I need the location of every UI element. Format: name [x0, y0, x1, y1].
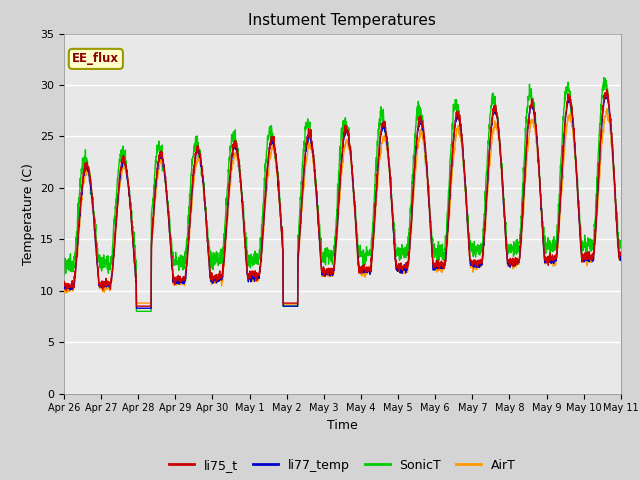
li77_temp — [359, 268, 367, 274]
AirT — [584, 261, 591, 266]
Text: EE_flux: EE_flux — [72, 52, 119, 65]
li75_t — [132, 303, 140, 309]
AirT — [617, 256, 625, 262]
li77_temp — [602, 90, 610, 96]
SonicT — [216, 258, 223, 264]
li75_t — [216, 270, 223, 276]
AirT — [603, 106, 611, 111]
SonicT — [600, 75, 608, 81]
SonicT — [568, 112, 575, 118]
SonicT — [584, 243, 591, 249]
li77_temp — [60, 285, 68, 291]
li75_t — [568, 104, 575, 109]
Line: SonicT: SonicT — [64, 78, 621, 312]
li77_temp — [617, 252, 625, 258]
li75_t — [359, 263, 367, 269]
Line: li77_temp: li77_temp — [64, 93, 621, 308]
li77_temp — [504, 258, 512, 264]
Title: Instument Temperatures: Instument Temperatures — [248, 13, 436, 28]
AirT — [216, 277, 223, 283]
li75_t — [60, 283, 68, 289]
li77_temp — [584, 256, 591, 262]
li75_t — [504, 257, 512, 263]
SonicT — [504, 251, 512, 257]
AirT — [359, 273, 367, 279]
AirT — [504, 260, 512, 265]
SonicT — [60, 273, 68, 278]
AirT — [280, 301, 287, 307]
Line: li75_t: li75_t — [64, 90, 621, 306]
Legend: li75_t, li77_temp, SonicT, AirT: li75_t, li77_temp, SonicT, AirT — [164, 454, 521, 477]
li77_temp — [216, 277, 223, 283]
li75_t — [617, 252, 625, 258]
AirT — [568, 118, 575, 124]
li75_t — [584, 253, 591, 259]
SonicT — [359, 250, 367, 255]
li77_temp — [568, 109, 575, 115]
X-axis label: Time: Time — [327, 419, 358, 432]
AirT — [60, 289, 68, 295]
Y-axis label: Temperature (C): Temperature (C) — [22, 163, 35, 264]
AirT — [371, 223, 379, 228]
SonicT — [132, 309, 140, 314]
SonicT — [617, 241, 625, 247]
li77_temp — [371, 213, 379, 218]
li75_t — [371, 211, 379, 216]
li77_temp — [132, 305, 140, 311]
SonicT — [371, 181, 379, 187]
Line: AirT: AirT — [64, 108, 621, 304]
li75_t — [603, 87, 611, 93]
